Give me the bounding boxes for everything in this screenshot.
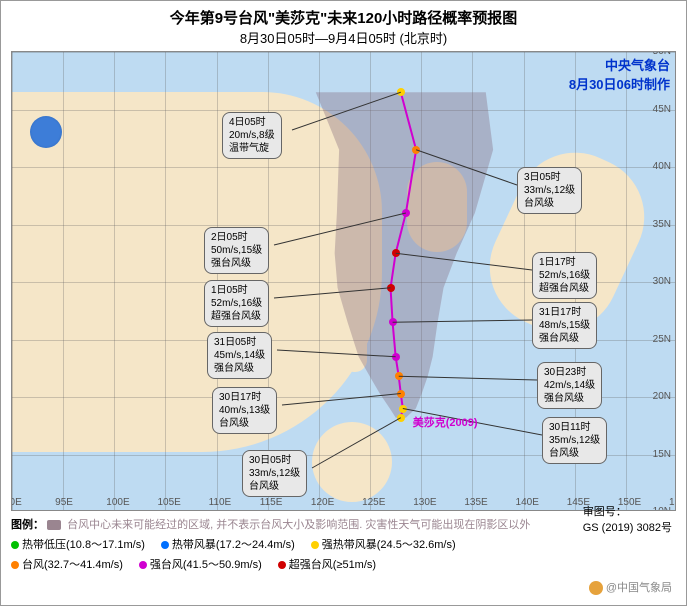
- typhoon-name-label: 美莎克(2009): [413, 414, 478, 430]
- forecast-point: [412, 146, 420, 154]
- legend-note: 台风中心未来可能经过的区域, 并不表示台风大小及影响范围. 灾害性天气可能出现在…: [47, 516, 530, 532]
- callout-time: 3日05时: [524, 171, 575, 184]
- legend-item: 热带低压(10.8～17.1m/s): [11, 536, 145, 552]
- callout-time: 1日17时: [539, 256, 590, 269]
- forecast-point: [395, 372, 403, 380]
- forecast-point: [397, 390, 405, 398]
- callout-category: 温带气旋: [229, 142, 275, 155]
- legend-item: 超强台风(≥51m/s): [278, 556, 376, 572]
- mapcode-value: GS (2019) 3082号: [583, 522, 672, 534]
- forecast-point: [392, 353, 400, 361]
- legend-item: 热带风暴(17.2～24.4m/s): [161, 536, 295, 552]
- callout-category: 台风级: [524, 197, 575, 210]
- forecast-point: [389, 318, 397, 326]
- callout-wind: 35m/s,12级: [549, 434, 600, 447]
- legend-title: 图例：: [11, 516, 44, 532]
- credit-box: 中央气象台 8月30日06时制作: [569, 55, 670, 93]
- map-area: 10N15N20N25N30N35N40N45N50N90E95E100E105…: [11, 51, 676, 511]
- callout-wind: 45m/s,14级: [214, 349, 265, 362]
- legend-item: 强台风(41.5～50.9m/s): [139, 556, 262, 572]
- callout-category: 强台风级: [544, 392, 595, 405]
- callout-wind: 20m/s,8级: [229, 129, 275, 142]
- weibo-attribution: @中国气象局: [589, 579, 672, 595]
- callout-time: 30日17时: [219, 391, 270, 404]
- callout-wind: 40m/s,13级: [219, 404, 270, 417]
- callout-category: 强台风级: [211, 257, 262, 270]
- forecast-callout: 1日05时52m/s,16级超强台风级: [204, 280, 269, 327]
- forecast-point: [397, 88, 405, 96]
- callout-time: 30日23时: [544, 366, 595, 379]
- forecast-callout: 31日05时45m/s,14级强台风级: [207, 332, 272, 379]
- forecast-callout: 30日05时33m/s,12级台风级: [242, 450, 307, 497]
- credit-time: 8月30日06时制作: [569, 74, 670, 93]
- callout-time: 1日05时: [211, 284, 262, 297]
- callout-category: 强台风级: [539, 332, 590, 345]
- callout-wind: 48m/s,15级: [539, 319, 590, 332]
- callout-time: 4日05时: [229, 116, 275, 129]
- legend-item: 强热带风暴(24.5～32.6m/s): [311, 536, 456, 552]
- forecast-callout: 2日05时50m/s,15级强台风级: [204, 227, 269, 274]
- callout-category: 台风级: [549, 447, 600, 460]
- mapcode-label: 审图号：: [583, 506, 627, 518]
- callout-wind: 52m/s,16级: [539, 269, 590, 282]
- callout-wind: 52m/s,16级: [211, 297, 262, 310]
- callout-time: 31日05时: [214, 336, 265, 349]
- forecast-callout: 4日05时20m/s,8级温带气旋: [222, 112, 282, 159]
- cma-logo: [30, 116, 62, 148]
- forecast-callout: 31日17时48m/s,15级强台风级: [532, 302, 597, 349]
- legend-item: 台风(32.7～41.4m/s): [11, 556, 123, 572]
- title-area: 今年第9号台风"美莎克"未来120小时路径概率预报图 8月30日05时—9月4日…: [1, 1, 686, 51]
- subtitle: 8月30日05时—9月4日05时 (北京时): [1, 28, 686, 47]
- forecast-point: [392, 249, 400, 257]
- legend: 图例： 台风中心未来可能经过的区域, 并不表示台风大小及影响范围. 灾害性天气可…: [11, 516, 676, 601]
- callout-category: 超强台风级: [211, 310, 262, 323]
- callout-wind: 50m/s,15级: [211, 244, 262, 257]
- forecast-point: [399, 405, 407, 413]
- credit-org: 中央气象台: [569, 55, 670, 74]
- forecast-callout: 1日17时52m/s,16级超强台风级: [532, 252, 597, 299]
- forecast-callout: 3日05时33m/s,12级台风级: [517, 167, 582, 214]
- forecast-callout: 30日11时35m/s,12级台风级: [542, 417, 607, 464]
- forecast-callout: 30日23时42m/s,14级强台风级: [537, 362, 602, 409]
- callout-time: 30日05时: [249, 454, 300, 467]
- forecast-point: [387, 284, 395, 292]
- legend-row-1: 热带低压(10.8～17.1m/s) 热带风暴(17.2～24.4m/s) 强热带风…: [11, 536, 676, 552]
- callout-wind: 33m/s,12级: [249, 467, 300, 480]
- main-title: 今年第9号台风"美莎克"未来120小时路径概率预报图: [1, 7, 686, 28]
- callout-category: 台风级: [249, 480, 300, 493]
- forecast-point: [397, 414, 405, 422]
- callout-wind: 33m/s,12级: [524, 184, 575, 197]
- callout-time: 30日11时: [549, 421, 600, 434]
- forecast-point: [402, 209, 410, 217]
- callout-category: 超强台风级: [539, 282, 590, 295]
- legend-row-2: 台风(32.7～41.4m/s) 强台风(41.5～50.9m/s) 超强台风(≥5…: [11, 556, 676, 572]
- map-approval-code: 审图号： GS (2019) 3082号: [583, 503, 672, 535]
- weibo-handle: @中国气象局: [606, 582, 672, 594]
- callout-time: 31日17时: [539, 306, 590, 319]
- forecast-chart: 今年第9号台风"美莎克"未来120小时路径概率预报图 8月30日05时—9月4日…: [0, 0, 687, 606]
- callout-category: 强台风级: [214, 362, 265, 375]
- callout-wind: 42m/s,14级: [544, 379, 595, 392]
- forecast-callout: 30日17时40m/s,13级台风级: [212, 387, 277, 434]
- callout-category: 台风级: [219, 417, 270, 430]
- callout-time: 2日05时: [211, 231, 262, 244]
